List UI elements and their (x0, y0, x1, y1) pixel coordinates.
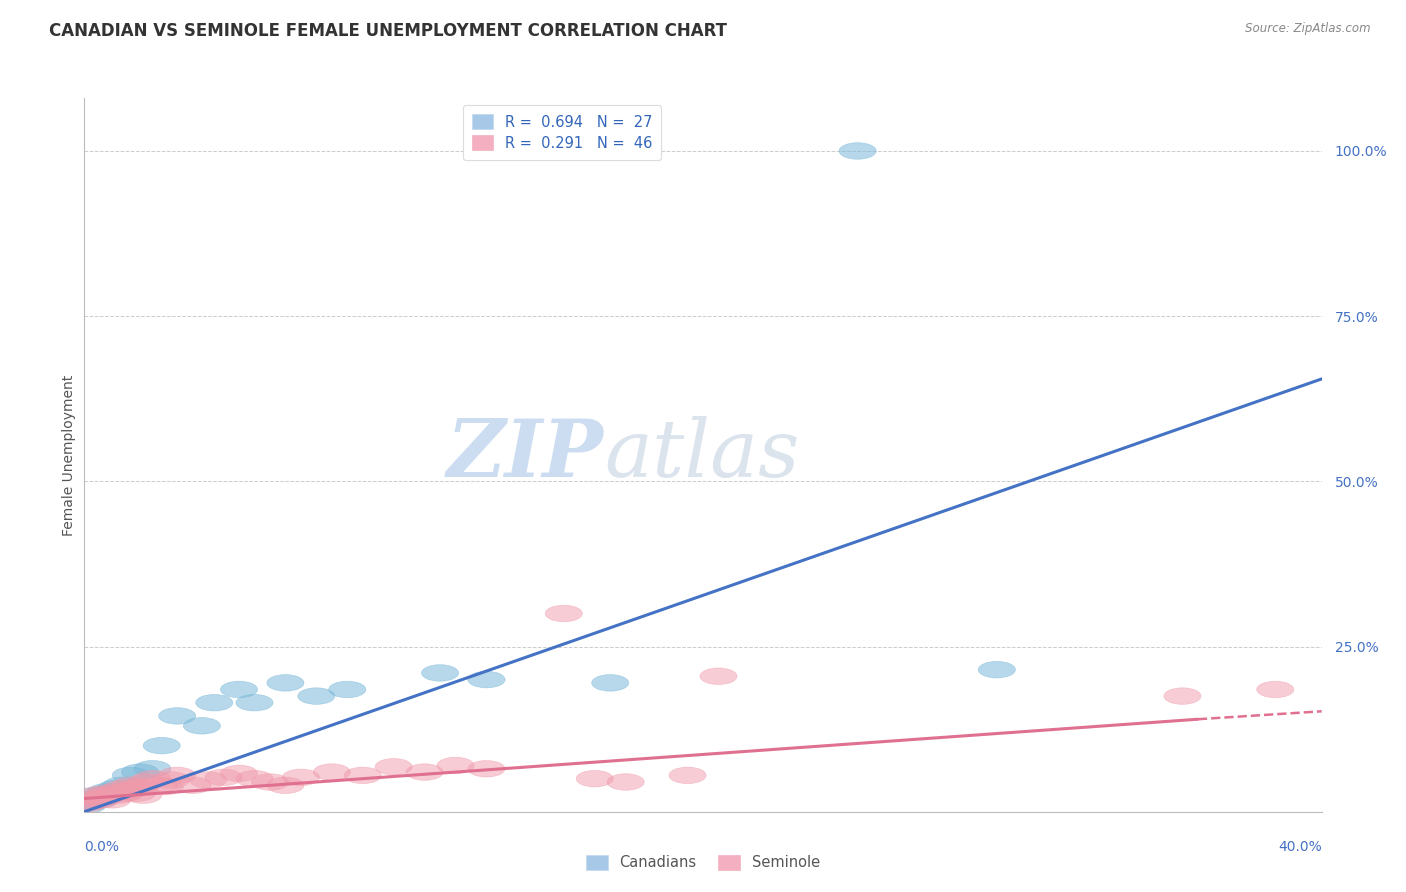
Ellipse shape (152, 772, 190, 789)
Ellipse shape (221, 681, 257, 698)
Ellipse shape (79, 787, 115, 804)
Ellipse shape (159, 707, 195, 724)
Ellipse shape (700, 668, 737, 684)
Ellipse shape (422, 665, 458, 681)
Ellipse shape (1257, 681, 1294, 698)
Ellipse shape (979, 661, 1015, 678)
Ellipse shape (82, 791, 118, 808)
Ellipse shape (141, 777, 177, 794)
Ellipse shape (576, 771, 613, 787)
Ellipse shape (118, 785, 156, 802)
Ellipse shape (100, 787, 136, 804)
Ellipse shape (183, 717, 221, 734)
Ellipse shape (468, 761, 505, 777)
Ellipse shape (121, 779, 159, 795)
Legend: Canadians, Seminole: Canadians, Seminole (581, 848, 825, 876)
Ellipse shape (69, 797, 105, 814)
Ellipse shape (669, 767, 706, 784)
Ellipse shape (839, 143, 876, 160)
Y-axis label: Female Unemployment: Female Unemployment (62, 375, 76, 535)
Ellipse shape (97, 784, 134, 800)
Text: 40.0%: 40.0% (1278, 840, 1322, 855)
Ellipse shape (546, 606, 582, 622)
Ellipse shape (468, 672, 505, 688)
Ellipse shape (205, 769, 242, 786)
Ellipse shape (236, 771, 273, 787)
Ellipse shape (195, 695, 233, 711)
Ellipse shape (103, 780, 141, 797)
Ellipse shape (105, 785, 143, 802)
Ellipse shape (437, 757, 474, 773)
Ellipse shape (110, 782, 146, 799)
Ellipse shape (146, 779, 183, 795)
Ellipse shape (134, 761, 172, 777)
Ellipse shape (84, 789, 121, 805)
Ellipse shape (592, 674, 628, 691)
Ellipse shape (97, 780, 134, 797)
Ellipse shape (344, 767, 381, 784)
Ellipse shape (72, 794, 110, 810)
Ellipse shape (267, 777, 304, 794)
Ellipse shape (75, 790, 112, 806)
Ellipse shape (406, 764, 443, 780)
Ellipse shape (190, 772, 226, 789)
Ellipse shape (267, 674, 304, 691)
Ellipse shape (87, 785, 125, 802)
Ellipse shape (87, 784, 125, 800)
Text: 0.0%: 0.0% (84, 840, 120, 855)
Ellipse shape (112, 767, 149, 784)
Ellipse shape (159, 767, 195, 784)
Ellipse shape (1164, 688, 1201, 705)
Ellipse shape (75, 790, 112, 806)
Ellipse shape (125, 787, 162, 804)
Ellipse shape (607, 773, 644, 790)
Legend: R =  0.694   N =  27, R =  0.291   N =  46: R = 0.694 N = 27, R = 0.291 N = 46 (463, 105, 661, 160)
Ellipse shape (79, 787, 115, 804)
Ellipse shape (94, 791, 131, 808)
Ellipse shape (298, 688, 335, 705)
Ellipse shape (103, 777, 141, 794)
Ellipse shape (314, 764, 350, 780)
Ellipse shape (143, 738, 180, 754)
Text: ZIP: ZIP (447, 417, 605, 493)
Ellipse shape (72, 794, 110, 810)
Ellipse shape (236, 695, 273, 711)
Ellipse shape (90, 787, 128, 804)
Ellipse shape (221, 765, 257, 781)
Ellipse shape (84, 789, 121, 805)
Text: Source: ZipAtlas.com: Source: ZipAtlas.com (1246, 22, 1371, 36)
Ellipse shape (128, 773, 165, 790)
Ellipse shape (375, 758, 412, 775)
Ellipse shape (115, 780, 152, 797)
Text: atlas: atlas (605, 417, 800, 493)
Ellipse shape (82, 791, 118, 808)
Ellipse shape (283, 769, 319, 786)
Ellipse shape (134, 771, 172, 787)
Ellipse shape (174, 777, 211, 794)
Text: CANADIAN VS SEMINOLE FEMALE UNEMPLOYMENT CORRELATION CHART: CANADIAN VS SEMINOLE FEMALE UNEMPLOYMENT… (49, 22, 727, 40)
Ellipse shape (252, 773, 288, 790)
Ellipse shape (329, 681, 366, 698)
Ellipse shape (121, 764, 159, 780)
Ellipse shape (90, 785, 128, 802)
Ellipse shape (112, 777, 149, 794)
Ellipse shape (69, 796, 105, 812)
